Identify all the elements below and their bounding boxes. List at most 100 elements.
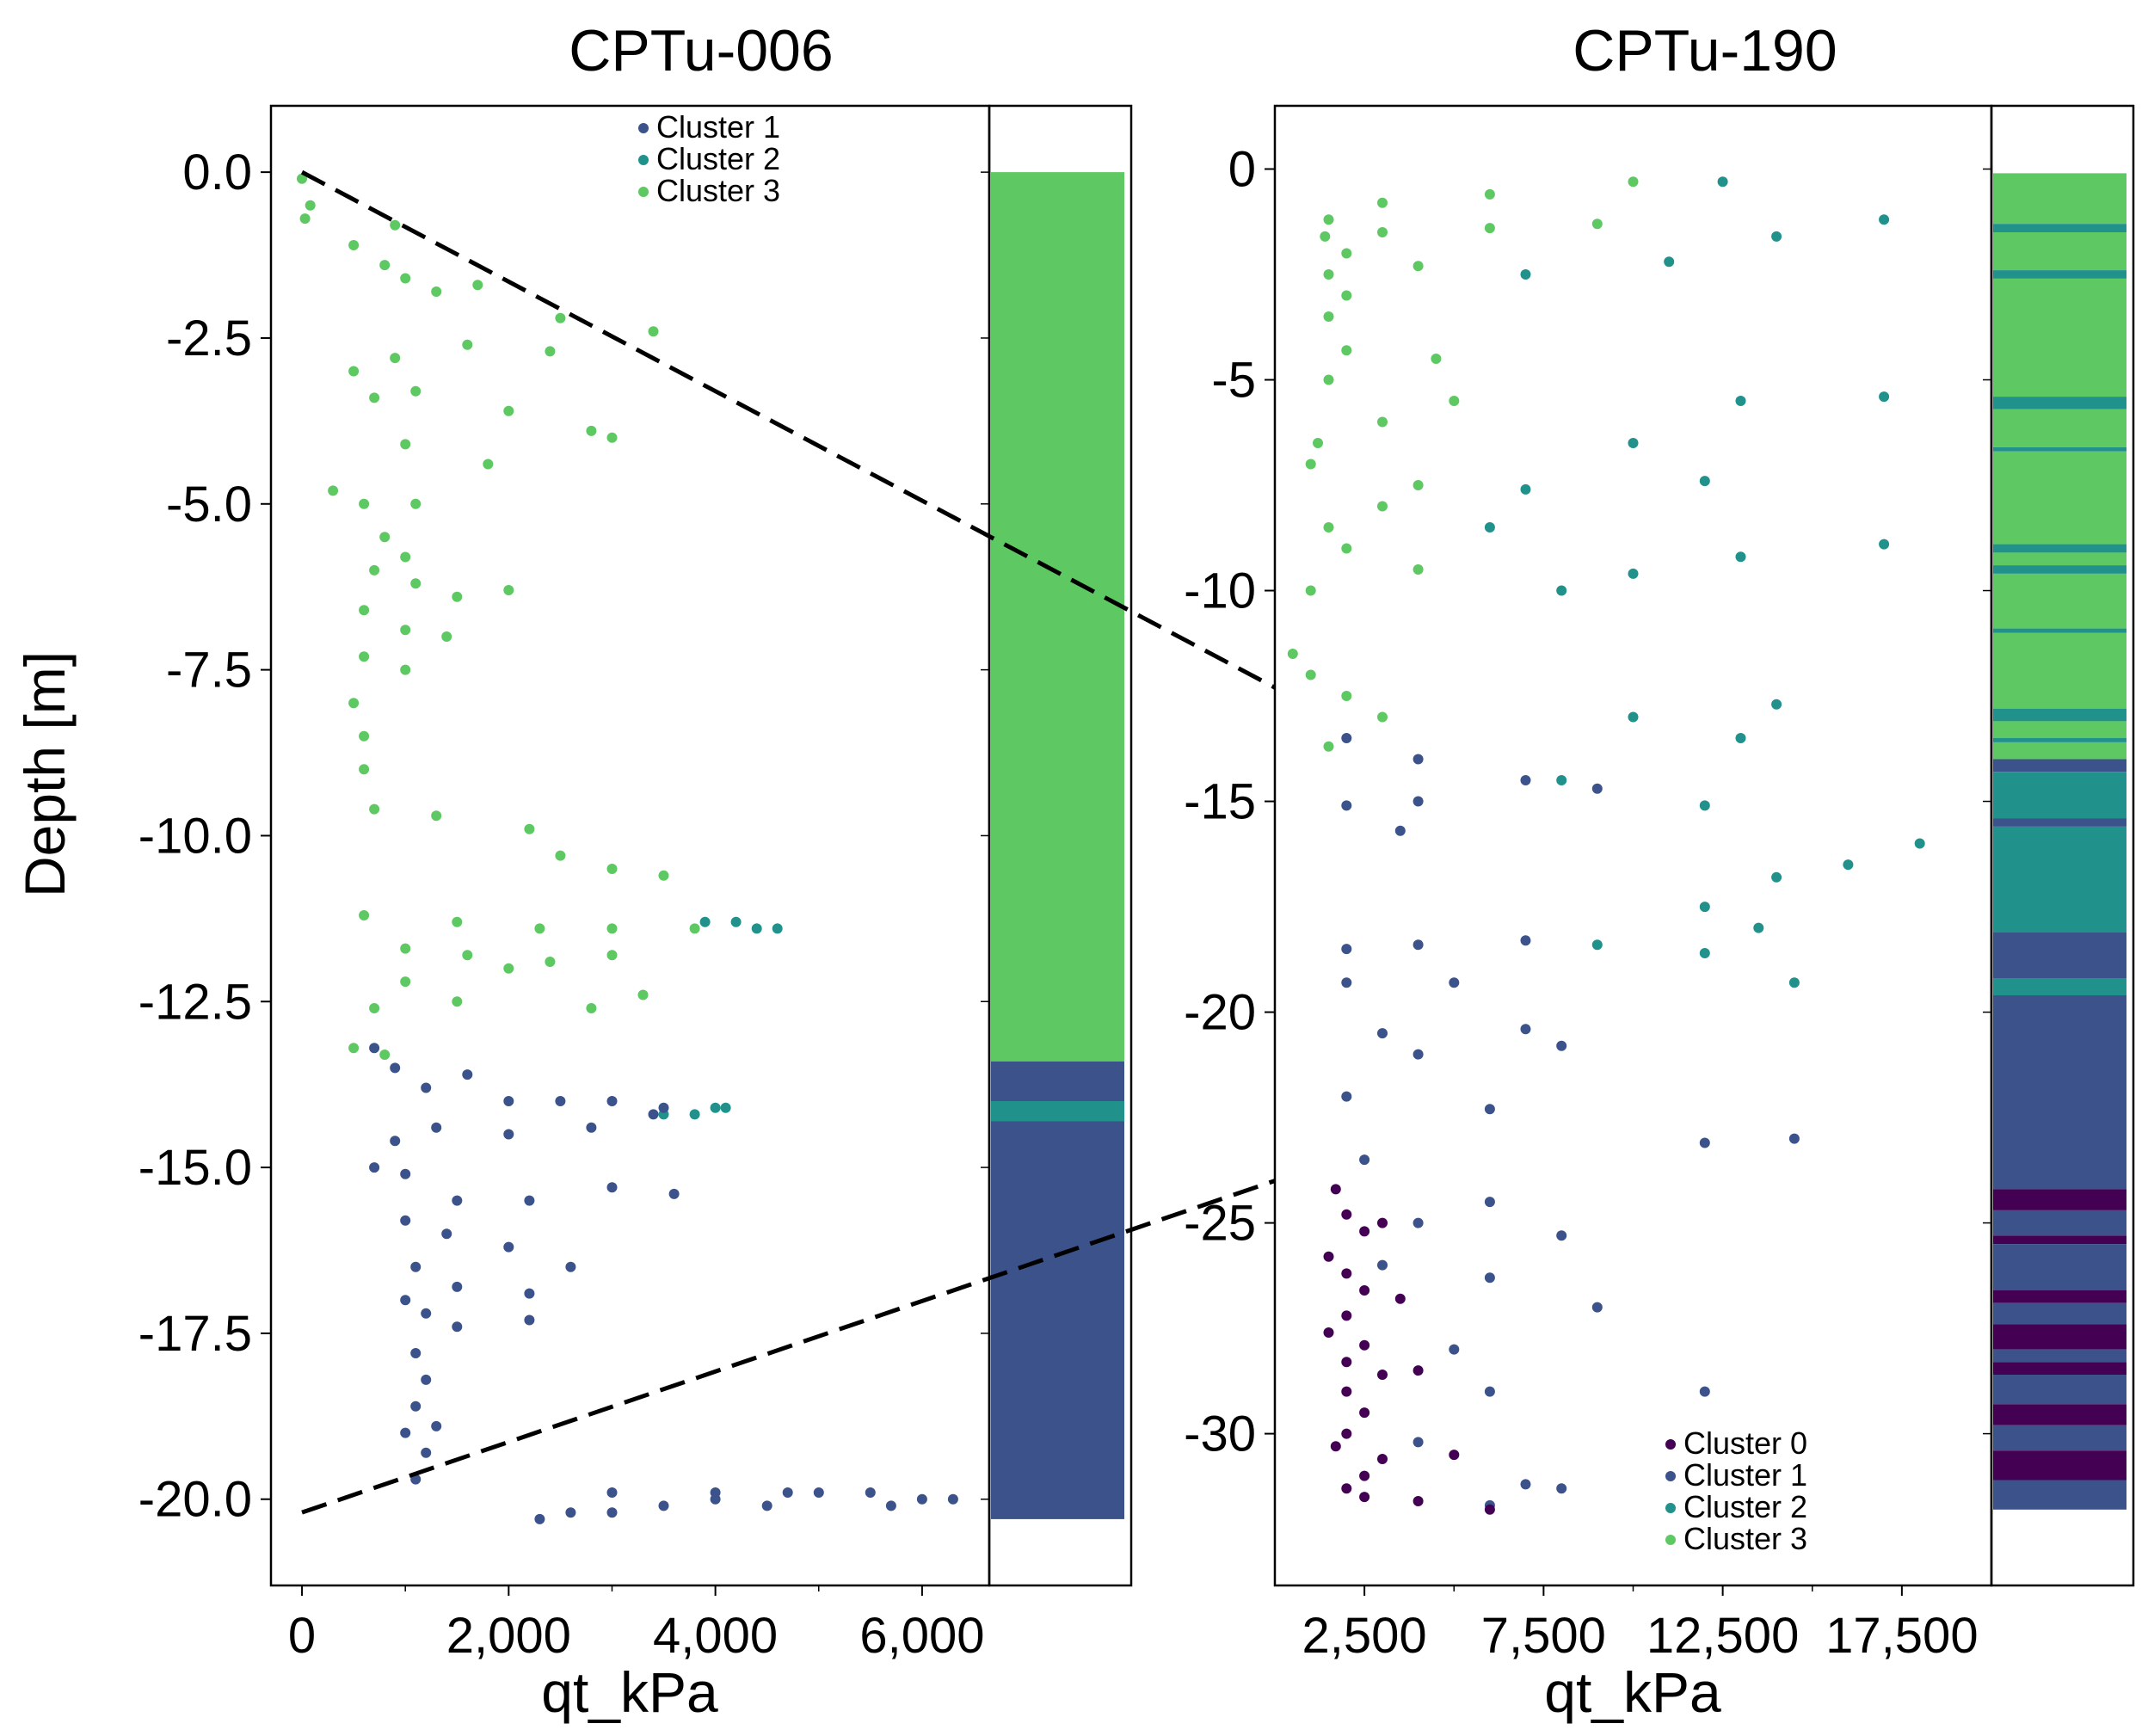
panel-1-point-cluster-1 — [606, 1096, 618, 1106]
panel-2-column-segment-cluster-3 — [1993, 573, 2126, 629]
panel-2-point-cluster-3 — [1323, 741, 1334, 752]
panel-1-column-segment-cluster-1 — [991, 1121, 1124, 1519]
panel-2-point-cluster-3 — [1323, 311, 1334, 322]
panel-2-point-cluster-1 — [1394, 825, 1406, 836]
panel-2-point-cluster-1 — [1520, 935, 1531, 946]
panel-1-point-cluster-3 — [524, 823, 535, 834]
panel-1-point-cluster-1 — [400, 1168, 411, 1179]
panel-1-point-cluster-1 — [421, 1447, 432, 1458]
panel-2-point-cluster-1 — [1341, 1091, 1352, 1102]
panel-2-point-cluster-1 — [1484, 1272, 1495, 1284]
panel-2-column-segment-cluster-2 — [1993, 397, 2126, 409]
panel-1-title: CPTu-006 — [569, 18, 833, 83]
panel-2-point-cluster-3 — [1323, 269, 1334, 280]
panel-2-point-cluster-1 — [1449, 1344, 1460, 1355]
panel-2-point-cluster-1 — [1341, 944, 1352, 955]
panel-2-point-cluster-0 — [1359, 1226, 1370, 1237]
panel-cptu-190: CPTu-190 2,500 7,500 12,500 17,500 0 -5 -10 -1… — [1184, 18, 2135, 1724]
panel-1-point-cluster-1 — [452, 1321, 463, 1333]
panel-1-point-cluster-3 — [555, 850, 566, 861]
panel-1-point-cluster-3 — [586, 1003, 597, 1013]
panel-1-point-cluster-3 — [606, 432, 618, 443]
panel-2-legend-marker-cluster-3 — [1665, 1535, 1676, 1545]
panel-1-point-cluster-3 — [648, 326, 659, 337]
panel-2-column-segment-cluster-0 — [1993, 1450, 2126, 1481]
panel-1-plot-frame — [269, 104, 991, 1587]
panel-1-point-cluster-3 — [534, 923, 545, 934]
panel-2-point-cluster-1 — [1556, 1483, 1567, 1494]
panel-2-column-segment-cluster-0 — [1993, 1189, 2126, 1210]
panel-1-point-cluster-1 — [606, 1487, 618, 1498]
panel-1-point-cluster-3 — [400, 439, 411, 450]
panel-2-x-tick-label: 7,500 — [1481, 1608, 1606, 1664]
panel-2-point-cluster-1 — [1699, 1386, 1710, 1397]
panel-1-point-cluster-3 — [637, 989, 649, 1000]
panel-2-point-cluster-3 — [1287, 649, 1298, 659]
panel-2-point-cluster-1 — [1591, 783, 1603, 794]
panel-1-point-cluster-2 — [710, 1102, 721, 1113]
panel-1-point-cluster-3 — [328, 485, 339, 496]
panel-2-legend-marker-cluster-2 — [1665, 1503, 1676, 1513]
panel-2-point-cluster-1 — [1556, 1230, 1567, 1241]
panel-2-point-cluster-3 — [1413, 564, 1424, 575]
panel-2-point-cluster-0 — [1341, 1357, 1352, 1368]
panel-2-column-segment-cluster-2 — [1993, 446, 2126, 452]
panel-2-point-cluster-2 — [1628, 438, 1639, 448]
panel-1-point-cluster-1 — [668, 1188, 680, 1199]
panel-2-y-tick-label: -5 — [1211, 353, 1256, 409]
panel-2-column-segment-cluster-3 — [1993, 552, 2126, 566]
panel-2-point-cluster-2 — [1879, 391, 1890, 403]
panel-1-point-cluster-3 — [545, 346, 556, 357]
panel-2-point-cluster-0 — [1359, 1470, 1370, 1481]
panel-2-point-cluster-2 — [1556, 775, 1567, 785]
panel-2-point-cluster-0 — [1359, 1285, 1370, 1296]
panel-2-point-cluster-3 — [1628, 176, 1639, 188]
panel-1-x-tick-label: 6,000 — [859, 1608, 984, 1664]
panel-2-point-cluster-2 — [1699, 476, 1710, 487]
panel-2-point-cluster-2 — [1735, 396, 1746, 406]
panel-2-column-segment-cluster-2 — [1993, 826, 2126, 933]
panel-2-column-segment-cluster-2 — [1993, 628, 2126, 633]
panel-1-point-cluster-2 — [689, 1109, 700, 1120]
panel-2-point-cluster-3 — [1305, 585, 1316, 596]
panel-2-point-cluster-2 — [1771, 231, 1782, 242]
panel-1-point-cluster-1 — [431, 1122, 442, 1133]
panel-2-point-cluster-3 — [1449, 396, 1460, 406]
panel-1-y-tick-label: 0.0 — [182, 145, 252, 200]
panel-2-legend-marker-cluster-1 — [1665, 1471, 1676, 1481]
panel-2-point-cluster-1 — [1341, 800, 1352, 811]
connector-line-2 — [301, 1179, 1276, 1515]
panel-1-point-cluster-3 — [369, 392, 380, 403]
panel-2-column-segment-cluster-2 — [1993, 772, 2126, 819]
panel-2-series-cluster-1 — [1341, 733, 1800, 1511]
panel-1-point-cluster-1 — [503, 1096, 514, 1106]
panel-2-column-segment-cluster-1 — [1993, 1425, 2126, 1451]
panel-2-point-cluster-0 — [1341, 1310, 1352, 1321]
panel-1-point-cluster-1 — [865, 1487, 876, 1498]
panel-2-series-cluster-2 — [1484, 176, 1925, 988]
panel-1-point-cluster-2 — [720, 1102, 731, 1113]
panel-2-point-cluster-1 — [1413, 754, 1424, 765]
panel-2-point-cluster-3 — [1413, 261, 1424, 272]
panel-2-point-cluster-2 — [1484, 522, 1495, 532]
panel-1-point-cluster-3 — [606, 950, 618, 961]
panel-1-legend-marker-cluster-1 — [638, 123, 649, 133]
panel-1-point-cluster-1 — [782, 1487, 793, 1498]
panel-1-point-cluster-3 — [555, 312, 566, 323]
panel-2-point-cluster-0 — [1330, 1184, 1341, 1195]
panel-2-point-cluster-2 — [1879, 214, 1890, 225]
panel-2-column-segment-cluster-2 — [1993, 544, 2126, 553]
panel-1-series-cluster-1 — [369, 1043, 958, 1524]
panel-2-point-cluster-1 — [1413, 796, 1424, 807]
panel-2-column-segment-cluster-1 — [1993, 932, 2126, 979]
panel-2-column-segment-cluster-1 — [1993, 1349, 2126, 1363]
panel-1-point-cluster-1 — [658, 1102, 669, 1113]
panel-1-point-cluster-1 — [565, 1507, 576, 1518]
panel-2-point-cluster-1 — [1699, 1137, 1710, 1148]
panel-2-column-segment-cluster-1 — [1993, 995, 2126, 1190]
panel-1-point-cluster-1 — [524, 1288, 535, 1299]
panel-1-legend-marker-cluster-3 — [638, 187, 649, 197]
panel-2-point-cluster-1 — [1377, 1259, 1388, 1271]
panel-1-y-axis: 0.0 -2.5 -5.0 -7.5 -10.0 -12.5 -15.0 -17.5 -20.0 — [138, 145, 271, 1528]
panel-1-point-cluster-1 — [524, 1195, 535, 1206]
